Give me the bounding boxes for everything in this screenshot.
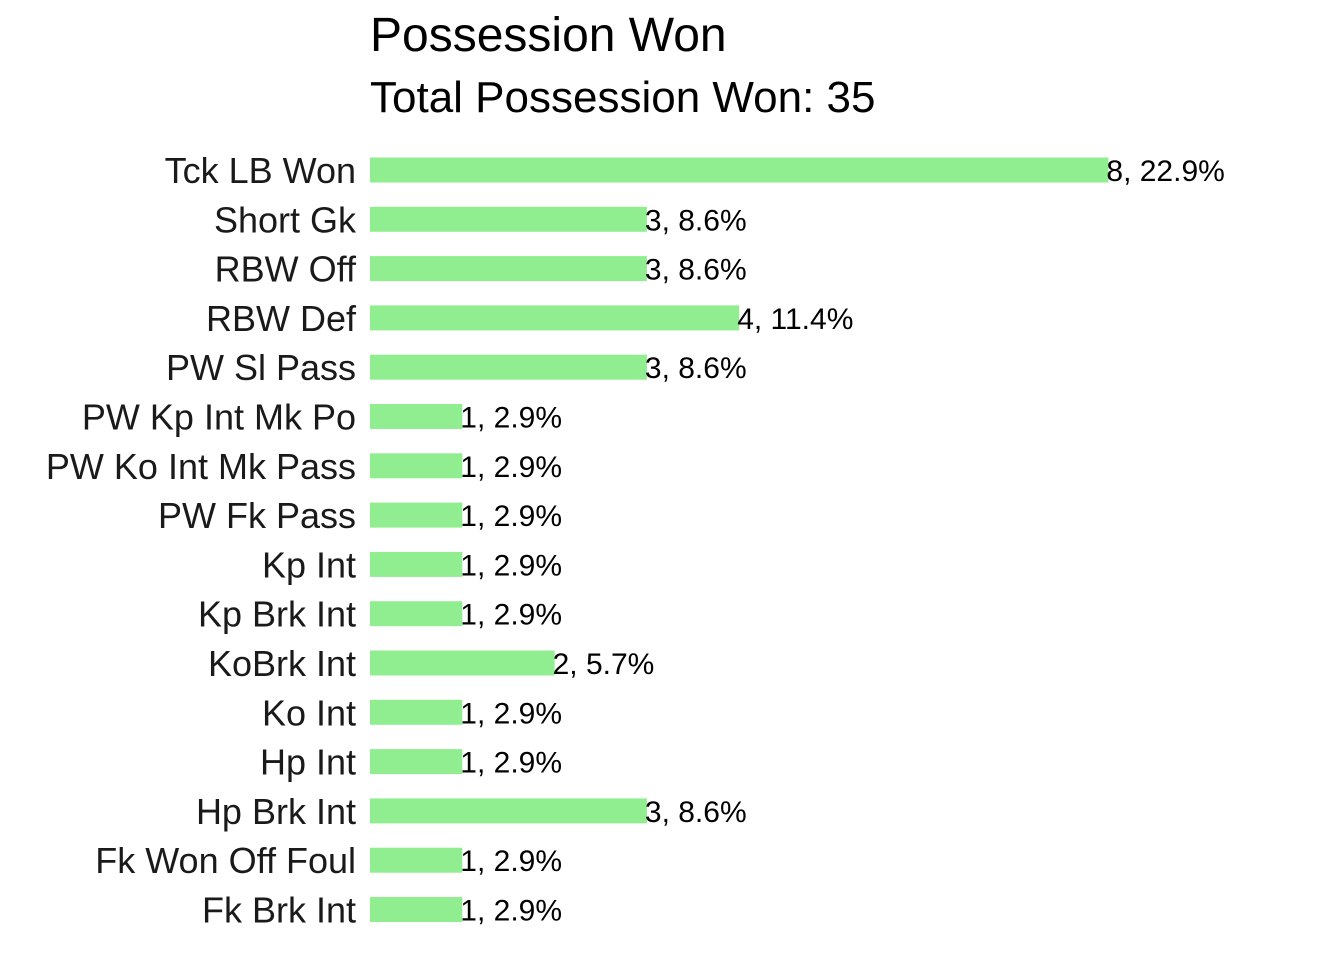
category-label: Tck LB Won xyxy=(165,150,356,191)
category-label: Fk Brk Int xyxy=(202,890,356,931)
data-labels: 8, 22.9% 3, 8.6% 3, 8.6% 4, 11.4% 3, 8.6% 1, … xyxy=(460,155,1225,928)
bar xyxy=(370,157,1109,183)
bar-value-label: 2, 5.7% xyxy=(553,648,655,681)
bar xyxy=(370,256,647,282)
bar xyxy=(370,650,555,676)
bar xyxy=(370,897,463,922)
bar-value-label: 1, 2.9% xyxy=(460,549,562,582)
bar xyxy=(370,551,463,577)
category-label: PW Sl Pass xyxy=(166,347,356,388)
category-label: RBW Off xyxy=(215,249,357,290)
category-label: PW Ko Int Mk Pass xyxy=(46,446,356,487)
bar xyxy=(370,206,647,232)
bar-value-label: 1, 2.9% xyxy=(460,895,562,928)
category-label: PW Fk Pass xyxy=(158,495,356,536)
chart-subtitle: Total Possession Won: 35 xyxy=(370,73,876,122)
bar-value-label: 1, 2.9% xyxy=(460,500,562,533)
bar-value-label: 3, 8.6% xyxy=(645,204,747,237)
category-label: Hp Brk Int xyxy=(196,791,356,832)
category-label: Short Gk xyxy=(214,199,357,240)
bar-value-label: 1, 2.9% xyxy=(460,747,562,780)
bar-value-label: 1, 2.9% xyxy=(460,845,562,878)
category-label: RBW Def xyxy=(206,298,357,339)
category-labels: Tck LB Won Short Gk RBW Off RBW Def PW Sl Pa… xyxy=(46,150,357,931)
category-label: Kp Brk Int xyxy=(198,594,356,635)
bars xyxy=(370,157,1109,922)
bar xyxy=(370,798,647,824)
category-label: Ko Int xyxy=(262,692,356,733)
category-label: KoBrk Int xyxy=(208,643,356,684)
bar-value-label: 1, 2.9% xyxy=(460,599,562,632)
bar-value-label: 3, 8.6% xyxy=(645,796,747,829)
category-label: PW Kp Int Mk Po xyxy=(82,397,356,438)
bar xyxy=(370,601,463,627)
bar-value-label: 8, 22.9% xyxy=(1106,155,1224,188)
bar xyxy=(370,354,647,380)
bar-value-label: 1, 2.9% xyxy=(460,451,562,484)
bar-value-label: 1, 2.9% xyxy=(460,402,562,435)
bar xyxy=(370,749,463,775)
bar-value-label: 1, 2.9% xyxy=(460,697,562,730)
bar-value-label: 4, 11.4% xyxy=(737,303,853,336)
bar xyxy=(370,847,463,873)
bar xyxy=(370,502,463,528)
bar-value-label: 3, 8.6% xyxy=(645,254,747,287)
category-label: Hp Int xyxy=(260,742,356,783)
category-label: Fk Won Off Foul xyxy=(95,840,356,881)
bar xyxy=(370,699,463,725)
bar xyxy=(370,305,740,331)
bar-value-label: 3, 8.6% xyxy=(645,352,747,385)
category-label: Kp Int xyxy=(262,544,356,585)
bar xyxy=(370,453,463,479)
bar xyxy=(370,404,463,429)
chart-title: Possession Won xyxy=(370,9,727,62)
